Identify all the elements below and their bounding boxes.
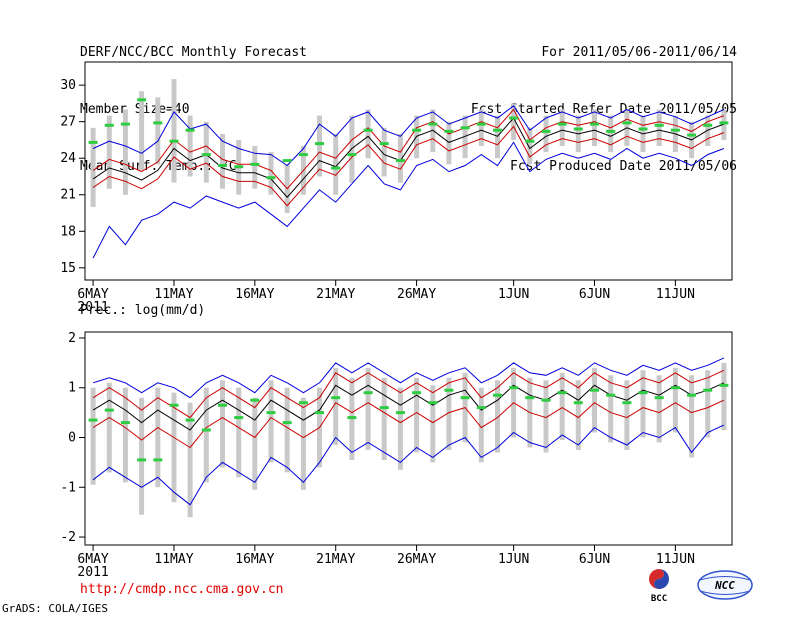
x-tick-sublabel: 2011 (77, 565, 108, 580)
y-tick-label: 30 (60, 78, 76, 93)
ncc-globe-line-top (699, 576, 751, 581)
bcc-logo: BCC (649, 569, 669, 604)
bcc-logo-text: BCC (651, 594, 667, 604)
x-tick-label: 6MAY (77, 552, 108, 567)
precip-panel-title: Prec.: log(mm/d) (80, 303, 206, 318)
series-ensemble-spread (90, 79, 727, 213)
y-tick-label: 21 (60, 188, 76, 203)
y-tick-label: 18 (60, 224, 76, 239)
forecast-range-label: For 2011/05/06-2011/06/14 (541, 45, 737, 60)
ncc-logo: NCC (697, 570, 753, 600)
x-tick-label: 26MAY (397, 287, 436, 302)
x-tick-label: 1JUN (498, 552, 529, 567)
y-tick-label: 27 (60, 115, 76, 130)
y-tick-label: 1 (68, 381, 76, 396)
series-ensemble-max-line (92, 105, 725, 167)
y-tick-label: 0 (68, 431, 76, 446)
y-tick-label: 24 (60, 151, 76, 166)
bcc-swirl-red (649, 569, 664, 589)
x-tick-label: 16MAY (235, 287, 274, 302)
grads-credit: GrADS: COLA/IGES (2, 602, 108, 615)
y-tick-label: -2 (60, 530, 76, 545)
series-ensemble-mean-line (92, 382, 725, 431)
series-red-lower-line (92, 399, 725, 449)
x-tick-label: 11JUN (656, 552, 695, 567)
ncc-globe-line-bottom (699, 590, 751, 595)
x-tick-label: 11MAY (154, 287, 193, 302)
x-tick-label: 26MAY (397, 552, 436, 567)
page-title: DERF/NCC/BCC Monthly Forecast (80, 45, 307, 60)
x-tick-label: 11MAY (154, 552, 193, 567)
series-ensemble-max-line (92, 357, 725, 399)
logo-area: BCC NCC (636, 566, 756, 604)
x-tick-label: 6MAY (77, 287, 108, 302)
y-tick-label: 2 (68, 331, 76, 346)
series-green-dash-markers (88, 383, 729, 462)
x-tick-label: 11JUN (656, 287, 695, 302)
bcc-swirl-blue (654, 569, 669, 589)
series-ensemble-min-line (92, 424, 725, 506)
series-red-upper-line (92, 369, 725, 419)
series-red-lower-line (92, 125, 725, 207)
series-green-dash-markers (88, 98, 729, 180)
x-tick-label: 6JUN (579, 287, 610, 302)
x-tick-label: 6JUN (579, 552, 610, 567)
produced-date-label: Fcst Produced Date 2011/05/06 (510, 159, 737, 174)
x-tick-label: 16MAY (235, 552, 274, 567)
x-tick-label: 21MAY (316, 287, 355, 302)
y-tick-label: 15 (60, 261, 76, 276)
series-ensemble-spread (90, 362, 727, 518)
series-ensemble-min-line (92, 141, 725, 259)
ncc-logo-text: NCC (714, 579, 735, 592)
x-tick-label: 21MAY (316, 552, 355, 567)
series-red-upper-line (92, 108, 725, 190)
x-tick-sublabel: 2011 (77, 300, 108, 315)
y-tick-label: -1 (60, 480, 76, 495)
website-url: http://cmdp.ncc.cma.gov.cn (80, 582, 284, 597)
series-ensemble-mean-line (92, 117, 725, 198)
x-tick-label: 1JUN (498, 287, 529, 302)
